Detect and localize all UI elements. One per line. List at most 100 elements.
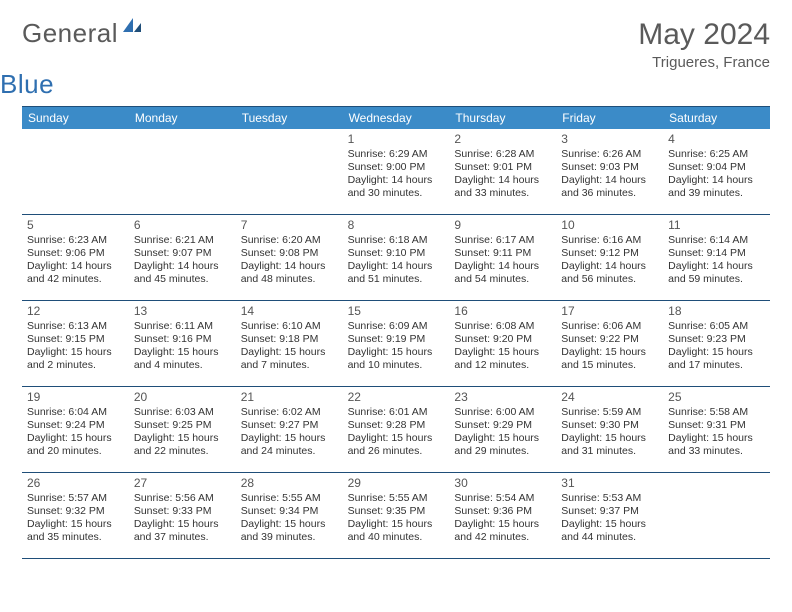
sunset-line: Sunset: 9:36 PM xyxy=(454,505,551,518)
sunset-line: Sunset: 9:06 PM xyxy=(27,247,124,260)
day-number: 25 xyxy=(668,390,765,405)
sunrise-line: Sunrise: 6:20 AM xyxy=(241,234,338,247)
day-number: 13 xyxy=(134,304,231,319)
sunset-line: Sunset: 9:10 PM xyxy=(348,247,445,260)
sunset-line: Sunset: 9:16 PM xyxy=(134,333,231,346)
day-number: 23 xyxy=(454,390,551,405)
sunrise-line: Sunrise: 6:11 AM xyxy=(134,320,231,333)
sunset-line: Sunset: 9:31 PM xyxy=(668,419,765,432)
daylight-line: Daylight: 15 hours and 37 minutes. xyxy=(134,518,231,544)
sunrise-line: Sunrise: 5:54 AM xyxy=(454,492,551,505)
calendar-cell: 21Sunrise: 6:02 AMSunset: 9:27 PMDayligh… xyxy=(236,387,343,473)
daylight-line: Daylight: 14 hours and 42 minutes. xyxy=(27,260,124,286)
sunrise-line: Sunrise: 6:00 AM xyxy=(454,406,551,419)
day-number: 12 xyxy=(27,304,124,319)
calendar-cell: 25Sunrise: 5:58 AMSunset: 9:31 PMDayligh… xyxy=(663,387,770,473)
calendar-cell: 9Sunrise: 6:17 AMSunset: 9:11 PMDaylight… xyxy=(449,215,556,301)
daylight-line: Daylight: 15 hours and 44 minutes. xyxy=(561,518,658,544)
sunrise-line: Sunrise: 6:10 AM xyxy=(241,320,338,333)
daylight-line: Daylight: 14 hours and 39 minutes. xyxy=(668,174,765,200)
day-number: 2 xyxy=(454,132,551,147)
daylight-line: Daylight: 15 hours and 20 minutes. xyxy=(27,432,124,458)
sunset-line: Sunset: 9:22 PM xyxy=(561,333,658,346)
calendar-cell: 11Sunrise: 6:14 AMSunset: 9:14 PMDayligh… xyxy=(663,215,770,301)
sunrise-line: Sunrise: 6:18 AM xyxy=(348,234,445,247)
daylight-line: Daylight: 15 hours and 2 minutes. xyxy=(27,346,124,372)
daylight-line: Daylight: 15 hours and 26 minutes. xyxy=(348,432,445,458)
daylight-line: Daylight: 15 hours and 10 minutes. xyxy=(348,346,445,372)
calendar-cell: 15Sunrise: 6:09 AMSunset: 9:19 PMDayligh… xyxy=(343,301,450,387)
sunrise-line: Sunrise: 6:29 AM xyxy=(348,148,445,161)
calendar-cell: 10Sunrise: 6:16 AMSunset: 9:12 PMDayligh… xyxy=(556,215,663,301)
calendar-cell: 1Sunrise: 6:29 AMSunset: 9:00 PMDaylight… xyxy=(343,129,450,215)
calendar-cell: 31Sunrise: 5:53 AMSunset: 9:37 PMDayligh… xyxy=(556,473,663,559)
sunrise-line: Sunrise: 6:26 AM xyxy=(561,148,658,161)
day-number: 7 xyxy=(241,218,338,233)
sunrise-line: Sunrise: 5:59 AM xyxy=(561,406,658,419)
sunrise-line: Sunrise: 5:57 AM xyxy=(27,492,124,505)
day-number: 31 xyxy=(561,476,658,491)
sunrise-line: Sunrise: 6:28 AM xyxy=(454,148,551,161)
day-number: 18 xyxy=(668,304,765,319)
location: Trigueres, France xyxy=(638,54,770,71)
daylight-line: Daylight: 14 hours and 30 minutes. xyxy=(348,174,445,200)
calendar-cell: 30Sunrise: 5:54 AMSunset: 9:36 PMDayligh… xyxy=(449,473,556,559)
sunset-line: Sunset: 9:14 PM xyxy=(668,247,765,260)
daylight-line: Daylight: 15 hours and 35 minutes. xyxy=(27,518,124,544)
calendar-cell: 14Sunrise: 6:10 AMSunset: 9:18 PMDayligh… xyxy=(236,301,343,387)
sunset-line: Sunset: 9:33 PM xyxy=(134,505,231,518)
calendar-cell: 2Sunrise: 6:28 AMSunset: 9:01 PMDaylight… xyxy=(449,129,556,215)
calendar-cell-empty xyxy=(129,129,236,215)
header: GeneralBlue May 2024 Trigueres, France xyxy=(22,18,770,100)
sunset-line: Sunset: 9:08 PM xyxy=(241,247,338,260)
daylight-line: Daylight: 15 hours and 15 minutes. xyxy=(561,346,658,372)
day-number: 21 xyxy=(241,390,338,405)
calendar-cell: 19Sunrise: 6:04 AMSunset: 9:24 PMDayligh… xyxy=(22,387,129,473)
daylight-line: Daylight: 15 hours and 24 minutes. xyxy=(241,432,338,458)
calendar-cell-empty xyxy=(236,129,343,215)
day-number: 30 xyxy=(454,476,551,491)
sunset-line: Sunset: 9:19 PM xyxy=(348,333,445,346)
calendar-cell: 8Sunrise: 6:18 AMSunset: 9:10 PMDaylight… xyxy=(343,215,450,301)
calendar-cell: 23Sunrise: 6:00 AMSunset: 9:29 PMDayligh… xyxy=(449,387,556,473)
daylight-line: Daylight: 15 hours and 39 minutes. xyxy=(241,518,338,544)
calendar-cell: 13Sunrise: 6:11 AMSunset: 9:16 PMDayligh… xyxy=(129,301,236,387)
daylight-line: Daylight: 14 hours and 33 minutes. xyxy=(454,174,551,200)
day-number: 1 xyxy=(348,132,445,147)
sunset-line: Sunset: 9:34 PM xyxy=(241,505,338,518)
calendar-cell: 22Sunrise: 6:01 AMSunset: 9:28 PMDayligh… xyxy=(343,387,450,473)
daylight-line: Daylight: 14 hours and 54 minutes. xyxy=(454,260,551,286)
day-number: 9 xyxy=(454,218,551,233)
logo-text-blue: Blue xyxy=(0,69,54,100)
weekday-thu: Thursday xyxy=(449,107,556,129)
sunrise-line: Sunrise: 6:03 AM xyxy=(134,406,231,419)
sunrise-line: Sunrise: 5:55 AM xyxy=(348,492,445,505)
daylight-line: Daylight: 15 hours and 42 minutes. xyxy=(454,518,551,544)
weekday-sun: Sunday xyxy=(22,107,129,129)
day-number: 15 xyxy=(348,304,445,319)
sunset-line: Sunset: 9:04 PM xyxy=(668,161,765,174)
day-number: 14 xyxy=(241,304,338,319)
daylight-line: Daylight: 14 hours and 56 minutes. xyxy=(561,260,658,286)
day-number: 17 xyxy=(561,304,658,319)
daylight-line: Daylight: 15 hours and 7 minutes. xyxy=(241,346,338,372)
day-number: 6 xyxy=(134,218,231,233)
daylight-line: Daylight: 14 hours and 45 minutes. xyxy=(134,260,231,286)
day-number: 28 xyxy=(241,476,338,491)
sunset-line: Sunset: 9:00 PM xyxy=(348,161,445,174)
daylight-line: Daylight: 14 hours and 51 minutes. xyxy=(348,260,445,286)
sunset-line: Sunset: 9:29 PM xyxy=(454,419,551,432)
logo: GeneralBlue xyxy=(22,18,152,100)
daylight-line: Daylight: 15 hours and 12 minutes. xyxy=(454,346,551,372)
sunset-line: Sunset: 9:28 PM xyxy=(348,419,445,432)
day-number: 4 xyxy=(668,132,765,147)
calendar-cell: 16Sunrise: 6:08 AMSunset: 9:20 PMDayligh… xyxy=(449,301,556,387)
daylight-line: Daylight: 14 hours and 36 minutes. xyxy=(561,174,658,200)
day-number: 19 xyxy=(27,390,124,405)
day-number: 8 xyxy=(348,218,445,233)
day-number: 26 xyxy=(27,476,124,491)
sunrise-line: Sunrise: 5:56 AM xyxy=(134,492,231,505)
calendar-grid: 1Sunrise: 6:29 AMSunset: 9:00 PMDaylight… xyxy=(22,129,770,559)
logo-text-general: General xyxy=(22,18,118,49)
weekday-tue: Tuesday xyxy=(236,107,343,129)
